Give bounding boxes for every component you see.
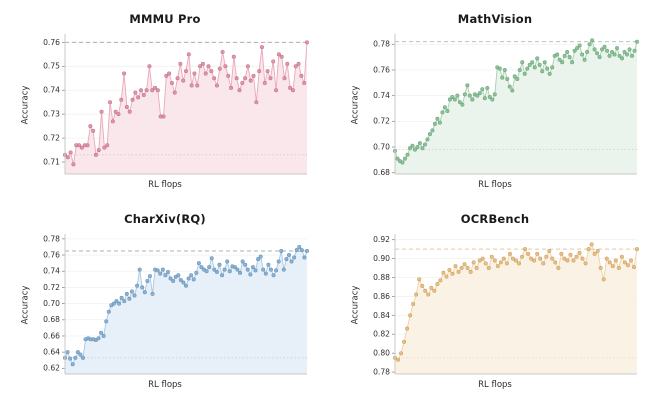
- y-axis-label: Accuracy: [350, 85, 360, 125]
- area-fill: [394, 244, 637, 374]
- chart-title-mmmu-pro: MMMU Pro: [129, 12, 201, 26]
- y-tick-label: 0.68: [373, 168, 390, 177]
- y-tick-label: 0.78: [373, 40, 390, 49]
- y-tick-label: 0.76: [373, 65, 390, 74]
- x-axis-label: RL flops: [478, 380, 512, 390]
- y-tick-label: 0.76: [43, 38, 60, 47]
- area-fill: [64, 42, 307, 174]
- chart-title-mathvision: MathVision: [457, 12, 533, 26]
- y-tick-label: 0.70: [43, 299, 60, 308]
- y-tick-label: 0.78: [373, 368, 390, 377]
- y-tick-label: 0.68: [43, 315, 60, 324]
- y-tick-label: 0.84: [373, 311, 390, 320]
- chart-panel-mathvision: MathVision Accuracy 0.68 0.70 0.72 0.74 0.76…: [330, 0, 660, 200]
- y-tick-label: 0.66: [43, 331, 60, 340]
- y-tick-label: 0.76: [43, 250, 60, 259]
- y-tick-label: 0.75: [43, 62, 60, 71]
- y-tick-label: 0.80: [373, 349, 390, 358]
- chart-panel-charxiv-rq: CharXiv(RQ) Accuracy 0.62 0.64 0.66 0.68 0.7…: [0, 200, 330, 400]
- plot-area-charxiv-rq: 0.62 0.64 0.66 0.68 0.70 0.72 0.74 0.76 0.78: [43, 234, 309, 375]
- area-fill: [394, 40, 637, 174]
- y-tick-label: 0.86: [373, 292, 390, 301]
- y-tick-label: 0.73: [43, 110, 60, 119]
- y-axis-label: Accuracy: [20, 85, 30, 125]
- y-tick-label: 0.74: [43, 86, 60, 95]
- series-markers: [392, 242, 639, 362]
- y-axis-label: Accuracy: [350, 285, 360, 325]
- series-markers: [62, 40, 309, 167]
- y-tick-label: 0.71: [43, 157, 60, 166]
- chart-panel-mmmu-pro: MMMU Pro Accuracy 0.71 0.72 0.73 0.74 0.75 0.…: [0, 0, 330, 200]
- plot-area-mmmu-pro: 0.71 0.72 0.73 0.74 0.75 0.76: [43, 34, 309, 175]
- series-markers: [62, 244, 309, 367]
- y-tick-label: 0.64: [43, 348, 60, 357]
- y-tick-label: 0.72: [43, 134, 60, 143]
- y-tick-label: 0.62: [43, 364, 60, 373]
- plot-area-ocrbench: 0.78 0.80 0.82 0.84 0.86 0.88 0.90 0.92: [373, 234, 639, 377]
- y-tick-label: 0.92: [373, 235, 390, 244]
- y-tick-label: 0.72: [373, 117, 390, 126]
- y-tick-label: 0.82: [373, 330, 390, 339]
- y-tick-label: 0.74: [43, 267, 60, 276]
- y-axis-label: Accuracy: [20, 285, 30, 325]
- y-tick-label: 0.74: [373, 91, 390, 100]
- series-markers: [392, 38, 639, 165]
- y-tick-label: 0.72: [43, 283, 60, 292]
- x-axis-label: RL flops: [148, 380, 182, 390]
- x-axis-label: RL flops: [478, 180, 512, 190]
- y-tick-label: 0.78: [43, 234, 60, 243]
- chart-title-charxiv-rq: CharXiv(RQ): [124, 212, 206, 226]
- chart-title-ocrbench: OCRBench: [460, 212, 530, 226]
- chart-panel-ocrbench: OCRBench Accuracy 0.78 0.80 0.82 0.84 0.86 0.…: [330, 200, 660, 400]
- y-tick-label: 0.88: [373, 273, 390, 282]
- y-tick-label: 0.90: [373, 254, 390, 263]
- x-axis-label: RL flops: [148, 180, 182, 190]
- plot-area-mathvision: 0.68 0.70 0.72 0.74 0.76 0.78: [373, 34, 639, 177]
- area-fill: [64, 246, 307, 374]
- y-tick-label: 0.70: [373, 142, 390, 151]
